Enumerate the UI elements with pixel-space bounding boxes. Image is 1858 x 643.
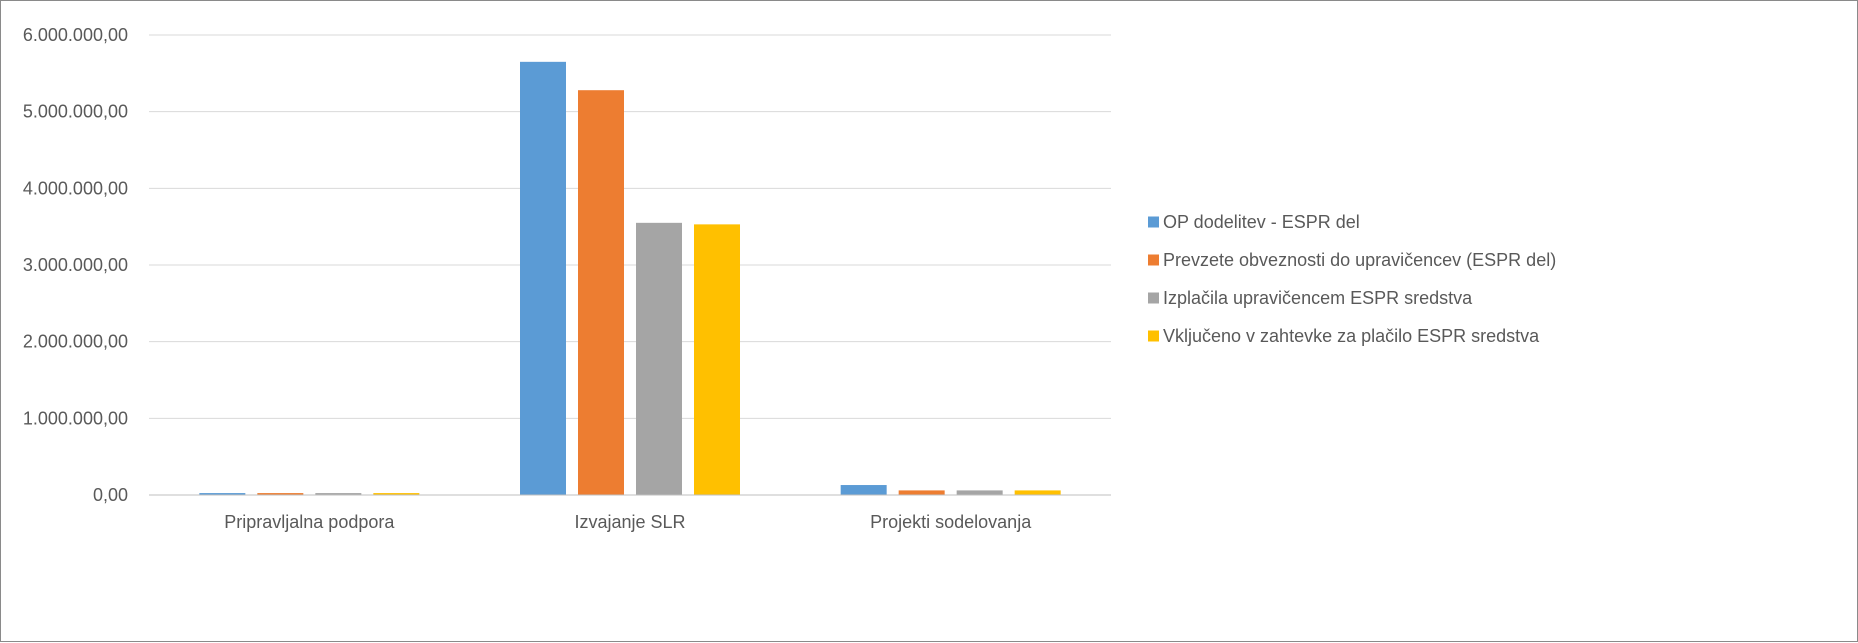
legend-label: Prevzete obveznosti do upravičencev (ESP… xyxy=(1163,250,1556,270)
y-tick-label: 2.000.000,00 xyxy=(23,332,128,352)
legend-item: OP dodelitev - ESPR del xyxy=(1148,212,1360,232)
legend-swatch xyxy=(1148,254,1159,266)
y-tick-label: 4.000.000,00 xyxy=(23,178,128,198)
x-axis-tick-labels: Pripravljalna podpora Izvajanje SLR Projek… xyxy=(224,512,1032,532)
bar xyxy=(257,493,304,495)
bar xyxy=(199,493,246,495)
x-tick-label: Projekti sodelovanja xyxy=(870,512,1032,532)
bar xyxy=(315,493,362,495)
y-tick-label: 6.000.000,00 xyxy=(23,25,128,45)
legend-item: Vključeno v zahtevke za plačilo ESPR sre… xyxy=(1148,326,1540,346)
legend-swatch xyxy=(1148,292,1159,304)
legend: OP dodelitev - ESPR del Prevzete obveznos… xyxy=(1148,212,1556,346)
legend-swatch xyxy=(1148,216,1159,228)
bar xyxy=(636,222,682,496)
legend-item: Izplačila upravičencem ESPR sredstva xyxy=(1148,288,1473,308)
gridlines xyxy=(149,34,1111,419)
x-tick-label: Pripravljalna podpora xyxy=(224,512,395,532)
bar xyxy=(694,224,740,495)
y-tick-label: 5.000.000,00 xyxy=(23,102,128,122)
bar xyxy=(840,485,887,495)
bar xyxy=(956,490,1003,495)
x-tick-label: Izvajanje SLR xyxy=(574,512,685,532)
y-tick-label: 0,00 xyxy=(93,485,128,505)
legend-item: Prevzete obveznosti do upravičencev (ESP… xyxy=(1148,250,1556,270)
legend-label: Vključeno v zahtevke za plačilo ESPR sre… xyxy=(1163,326,1540,346)
legend-label: Izplačila upravičencem ESPR sredstva xyxy=(1163,288,1473,308)
bars xyxy=(199,61,1061,496)
bar xyxy=(373,493,420,495)
legend-label: OP dodelitev - ESPR del xyxy=(1163,212,1360,232)
y-tick-label: 3.000.000,00 xyxy=(23,255,128,275)
legend-swatch xyxy=(1148,330,1159,342)
bar xyxy=(898,490,945,495)
bar xyxy=(1014,490,1061,495)
y-tick-label: 1.000.000,00 xyxy=(23,408,128,428)
bar xyxy=(578,90,624,495)
bar xyxy=(520,61,566,495)
y-axis-tick-labels: 0,00 1.000.000,00 2.000.000,00 3.000.000,00… xyxy=(23,25,128,505)
